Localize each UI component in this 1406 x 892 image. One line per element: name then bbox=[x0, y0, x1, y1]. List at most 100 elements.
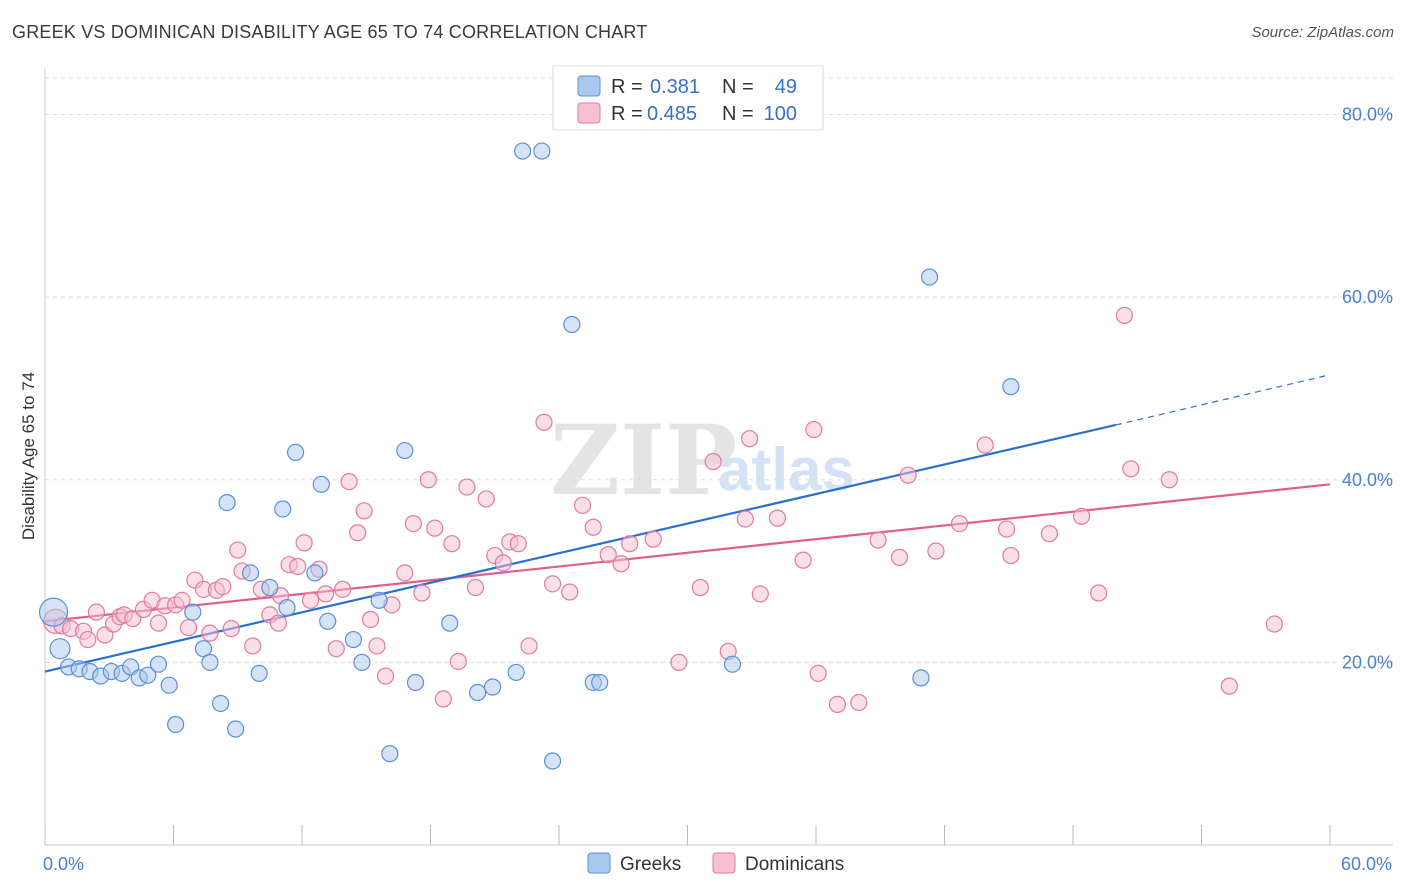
dominicans-point bbox=[1265, 615, 1283, 633]
dominicans-point bbox=[809, 664, 827, 682]
dominicans-point bbox=[214, 577, 232, 596]
legend-dominicans-r-value: 0.485 bbox=[647, 103, 697, 125]
y-tick-label: 40.0% bbox=[1342, 470, 1393, 490]
dominicans-point bbox=[535, 413, 553, 431]
greeks-point bbox=[274, 500, 292, 518]
y-axis-title: Disability Age 65 to 74 bbox=[19, 372, 38, 540]
greeks-point bbox=[250, 664, 268, 682]
dominicans-point bbox=[805, 420, 823, 439]
dominicans-point bbox=[768, 509, 787, 527]
dominicans-point bbox=[1040, 525, 1059, 543]
dominicans-point bbox=[229, 541, 247, 559]
dominicans-point bbox=[561, 583, 579, 601]
dominicans-point bbox=[1160, 471, 1178, 489]
dominicans-point bbox=[869, 531, 887, 549]
dominicans-point bbox=[976, 436, 994, 454]
dominicans-point bbox=[927, 542, 945, 560]
dominicans-point bbox=[1090, 584, 1108, 602]
dominicans-point bbox=[794, 551, 812, 569]
dominicans-point bbox=[301, 591, 320, 609]
dominicans-point bbox=[584, 518, 602, 536]
greeks-point bbox=[406, 673, 425, 692]
dominicans-point bbox=[1220, 677, 1238, 695]
legend-greeks-r-value: 0.381 bbox=[650, 76, 700, 98]
legend-dominicans-swatch bbox=[577, 102, 601, 124]
legend-greeks-r-label: R = bbox=[611, 76, 643, 98]
bottom-legend-greeks-label: Greeks bbox=[620, 854, 681, 875]
dominicans-point bbox=[334, 580, 352, 598]
greeks-point bbox=[160, 676, 178, 694]
dominicans-point bbox=[316, 585, 335, 603]
dominicans-point bbox=[355, 502, 373, 520]
greeks-point bbox=[370, 591, 388, 609]
greeks-point bbox=[306, 564, 324, 582]
dominicans-point bbox=[1072, 507, 1091, 525]
greeks-point bbox=[563, 315, 581, 334]
greeks-point bbox=[278, 598, 296, 617]
dominicans-point bbox=[704, 452, 722, 471]
dominicans-point bbox=[295, 534, 313, 552]
greeks-point bbox=[149, 655, 168, 673]
dominicans-point bbox=[899, 466, 917, 484]
bottom-legend-dominicans-label: Dominicans bbox=[745, 854, 844, 875]
greeks-point bbox=[312, 475, 330, 493]
legend-dominicans-n-label: N = bbox=[722, 103, 754, 125]
legend-greeks-swatch bbox=[577, 75, 601, 97]
bottom-legend-greeks-swatch bbox=[587, 852, 611, 874]
dominicans-point bbox=[149, 614, 168, 632]
greeks-point bbox=[591, 673, 609, 692]
dominicans-point bbox=[543, 575, 562, 593]
greeks-point bbox=[469, 683, 487, 702]
bottom-legend: Greeks Dominicans bbox=[587, 852, 844, 875]
legend-dominicans-r-label: R = bbox=[611, 103, 643, 125]
dominicans-point bbox=[201, 624, 219, 642]
dominicans-point bbox=[998, 520, 1016, 538]
legend-dominicans-n-value: 100 bbox=[764, 103, 797, 125]
dominicans-point bbox=[520, 637, 538, 655]
legend: R = 0.381 N = 49 R = 0.485 N = 100 bbox=[552, 65, 824, 131]
dominicans-point bbox=[828, 695, 847, 713]
greeks-points bbox=[38, 142, 1020, 770]
dominicans-point bbox=[458, 478, 476, 496]
greeks-point bbox=[441, 614, 459, 632]
dominicans-point bbox=[1115, 306, 1134, 325]
bottom-legend-dominicans-swatch bbox=[712, 852, 736, 874]
dominicans-point bbox=[443, 535, 461, 553]
greeks-point bbox=[920, 268, 939, 286]
dominicans-point bbox=[340, 472, 358, 491]
dominicans-point bbox=[361, 610, 380, 629]
legend-greeks-n-value: 49 bbox=[775, 76, 797, 98]
dominicans-point bbox=[477, 490, 495, 508]
dominicans-point bbox=[413, 584, 431, 602]
greeks-point bbox=[319, 612, 337, 630]
axes bbox=[44, 68, 1393, 846]
dominicans-point bbox=[599, 546, 617, 564]
source-label: Source: ZipAtlas.com bbox=[1251, 24, 1394, 41]
greeks-point bbox=[212, 694, 230, 713]
dominicans-point bbox=[376, 667, 395, 685]
greeks-point bbox=[49, 638, 71, 660]
greeks-point bbox=[344, 630, 362, 649]
dominicans-point bbox=[349, 524, 367, 542]
dominicans-point bbox=[327, 640, 345, 658]
dominicans-point bbox=[466, 578, 485, 597]
greeks-point bbox=[261, 578, 279, 597]
dominicans-point bbox=[434, 690, 452, 708]
dominicans-point bbox=[179, 619, 198, 637]
greeks-trend-extension bbox=[1115, 374, 1331, 426]
dominicans-point bbox=[419, 471, 437, 489]
greeks-point bbox=[513, 142, 532, 160]
greeks-point bbox=[723, 655, 742, 673]
greeks-point bbox=[353, 653, 371, 671]
greeks-point bbox=[167, 715, 185, 734]
dominicans-point bbox=[621, 535, 639, 553]
greeks-point bbox=[507, 663, 525, 682]
dominicans-point bbox=[736, 510, 754, 528]
greeks-point bbox=[484, 678, 502, 696]
dominicans-point bbox=[222, 619, 240, 638]
dominicans-point bbox=[244, 637, 262, 655]
dominicans-point bbox=[79, 630, 97, 649]
greeks-point bbox=[38, 597, 69, 627]
y-tick-label: 60.0% bbox=[1342, 287, 1393, 307]
